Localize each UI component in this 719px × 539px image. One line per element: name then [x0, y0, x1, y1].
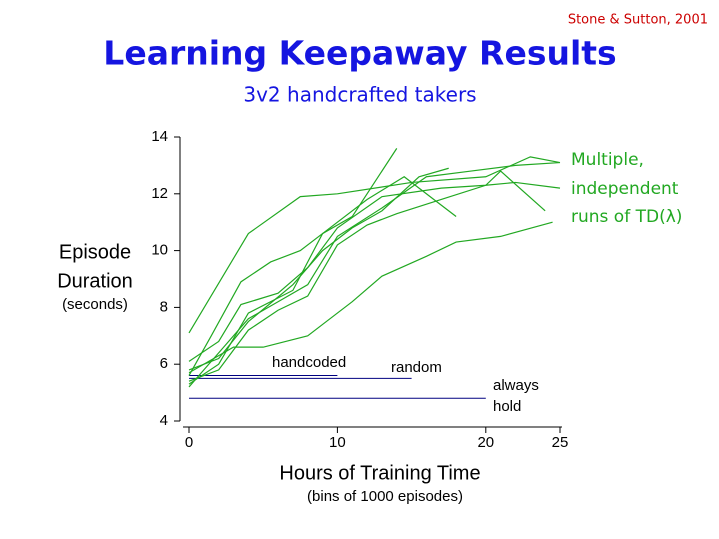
- annotation: independent: [571, 179, 679, 199]
- y-tick-label: 8: [160, 298, 168, 315]
- title: Learning Keepaway Results: [103, 34, 616, 73]
- y-label: Episode: [59, 241, 131, 263]
- run-line: [188, 181, 561, 362]
- y-tick-label: 4: [160, 412, 168, 429]
- y-tick-label: 14: [151, 128, 168, 145]
- run-line: [188, 156, 561, 334]
- run-line: [188, 170, 546, 382]
- reference-label: hold: [493, 398, 521, 415]
- x-tick-label: 10: [329, 434, 346, 451]
- run-line: [188, 176, 457, 376]
- reference-label: handcoded: [272, 354, 346, 371]
- x-tick-label: 25: [552, 434, 569, 451]
- run-line: [188, 161, 561, 388]
- reference-label: random: [391, 359, 442, 376]
- x-tick-label: 0: [185, 434, 193, 451]
- y-sublabel: (seconds): [62, 296, 128, 313]
- annotation: runs of TD(λ): [571, 207, 682, 227]
- y-label: Duration: [57, 270, 133, 292]
- run-line: [188, 221, 553, 374]
- x-label: Hours of Training Time: [279, 462, 480, 484]
- run-line: [188, 148, 398, 385]
- reference-label: always: [493, 377, 539, 394]
- y-tick-label: 12: [151, 185, 168, 202]
- y-tick-label: 6: [160, 355, 168, 372]
- subtitle: 3v2 handcrafted takers: [243, 83, 476, 107]
- annotation: Multiple,: [571, 150, 644, 170]
- citation: Stone & Sutton, 2001: [568, 13, 708, 28]
- x-sublabel: (bins of 1000 episodes): [307, 488, 463, 505]
- x-tick-label: 20: [477, 434, 494, 451]
- y-tick-label: 10: [151, 242, 168, 259]
- run-line: [188, 167, 449, 371]
